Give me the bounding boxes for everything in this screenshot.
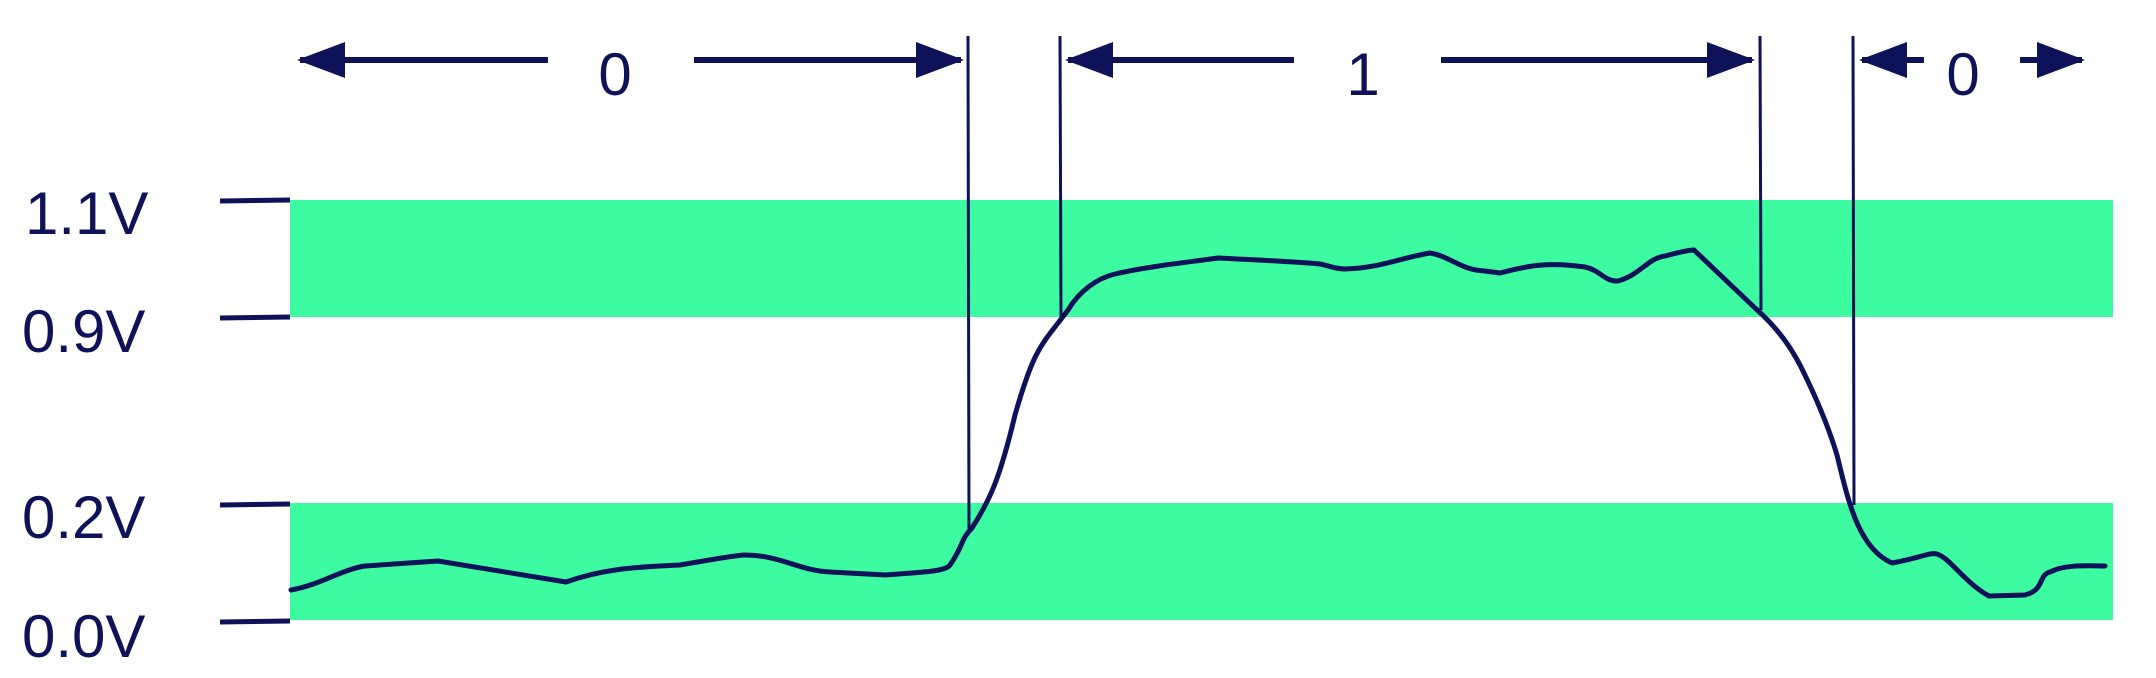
voltage-label-0-2v: 0.2V (22, 484, 145, 551)
bit-label-0-left: 0 (598, 41, 631, 108)
voltage-label-0-9v: 0.9V (22, 298, 145, 365)
timing-marker-4 (1851, 35, 1856, 506)
tick-0-2v (219, 501, 291, 508)
tick-1-1v (219, 197, 291, 204)
bit-label-0-right: 0 (1946, 41, 1979, 108)
timing-marker-1 (966, 35, 971, 531)
signal-waveform (288, 247, 2108, 599)
low-logic-band (290, 503, 2113, 620)
voltage-label-0-0v: 0.0V (22, 603, 145, 670)
bit-label-1: 1 (1346, 41, 1379, 108)
tick-0-0v (219, 618, 291, 625)
timing-marker-2 (1058, 35, 1063, 319)
tick-0-9v (219, 314, 291, 321)
timing-marker-3 (1758, 35, 1763, 311)
voltage-label-1-1v: 1.1V (25, 180, 148, 247)
